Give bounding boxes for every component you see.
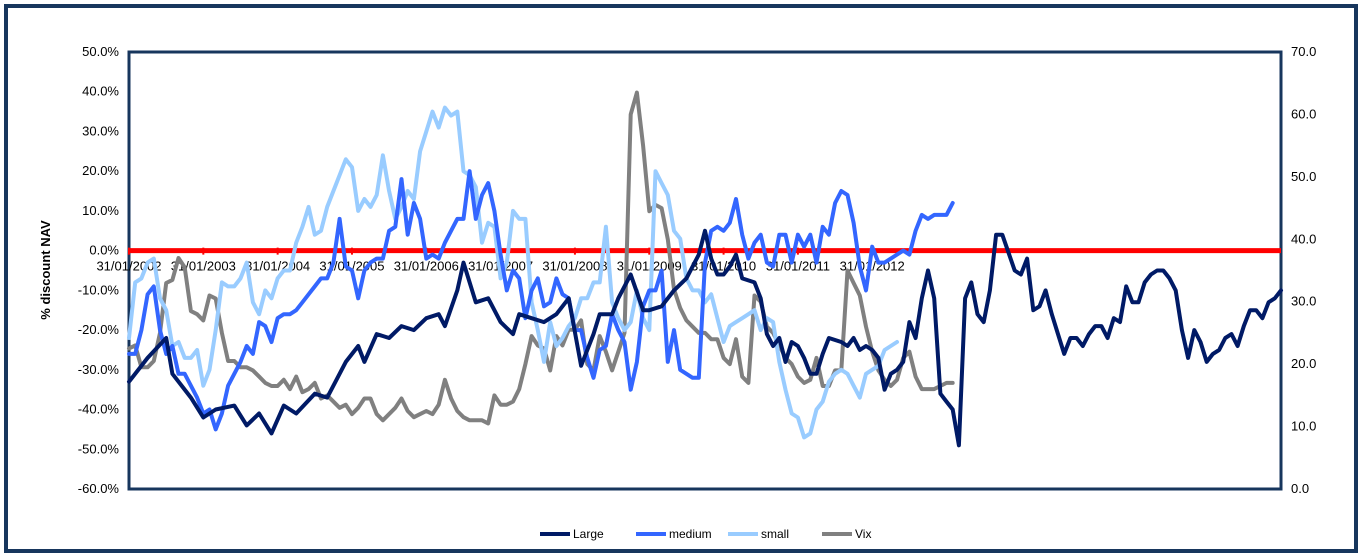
series-line-medium [127,169,955,432]
left-tick-label: 20.0% [82,163,119,178]
right-axis-ticks: 70.0 60.0 50.0 40.0 30.0 20.0 10.0 0.0 [1291,44,1316,496]
series-line-small [127,105,899,440]
legend-label-large: Large [573,527,604,541]
right-tick-label: 60.0 [1291,106,1316,121]
x-axis-ticks: 31/01/2002 31/01/2003 31/01/2004 31/01/2005… [96,247,905,274]
left-tick-label: 0.0% [89,243,119,258]
legend-label-vix: Vix [855,527,871,541]
left-tick-label: -50.0% [78,441,120,456]
legend-label-medium: medium [669,527,712,541]
left-tick-label: -40.0% [78,402,120,417]
right-tick-label: 10.0 [1291,419,1316,434]
left-tick-label: -20.0% [78,322,120,337]
left-tick-label: 10.0% [82,203,119,218]
x-tick-label: 31/01/2009 [617,259,682,274]
x-tick-label: 31/01/2011 [766,259,830,274]
x-tick-label: 31/01/2004 [245,259,310,274]
right-tick-label: 70.0 [1291,44,1316,59]
left-axis-ticks: 50.0% 40.0% 30.0% 20.0% 10.0% 0.0% -10.0% -20.0… [78,44,120,496]
legend-label-small: small [761,527,789,541]
x-tick-label: 31/01/2006 [394,259,459,274]
right-tick-label: 50.0 [1291,169,1316,184]
left-tick-label: 40.0% [82,84,119,99]
legend: Large medium small Vix [540,527,871,541]
left-tick-label: -60.0% [78,481,120,496]
right-tick-label: 0.0 [1291,481,1309,496]
left-tick-label: 50.0% [82,44,119,59]
y-axis-title: % discount NAV [38,220,53,320]
right-tick-label: 30.0 [1291,294,1316,309]
series-line-large [127,228,1283,448]
left-tick-label: 30.0% [82,123,119,138]
right-tick-label: 20.0 [1291,356,1316,371]
left-tick-label: -30.0% [78,362,120,377]
left-tick-label: -10.0% [78,282,120,297]
right-tick-label: 40.0 [1291,231,1316,246]
series-lines [127,90,1283,448]
x-tick-label: 31/01/2008 [542,259,607,274]
